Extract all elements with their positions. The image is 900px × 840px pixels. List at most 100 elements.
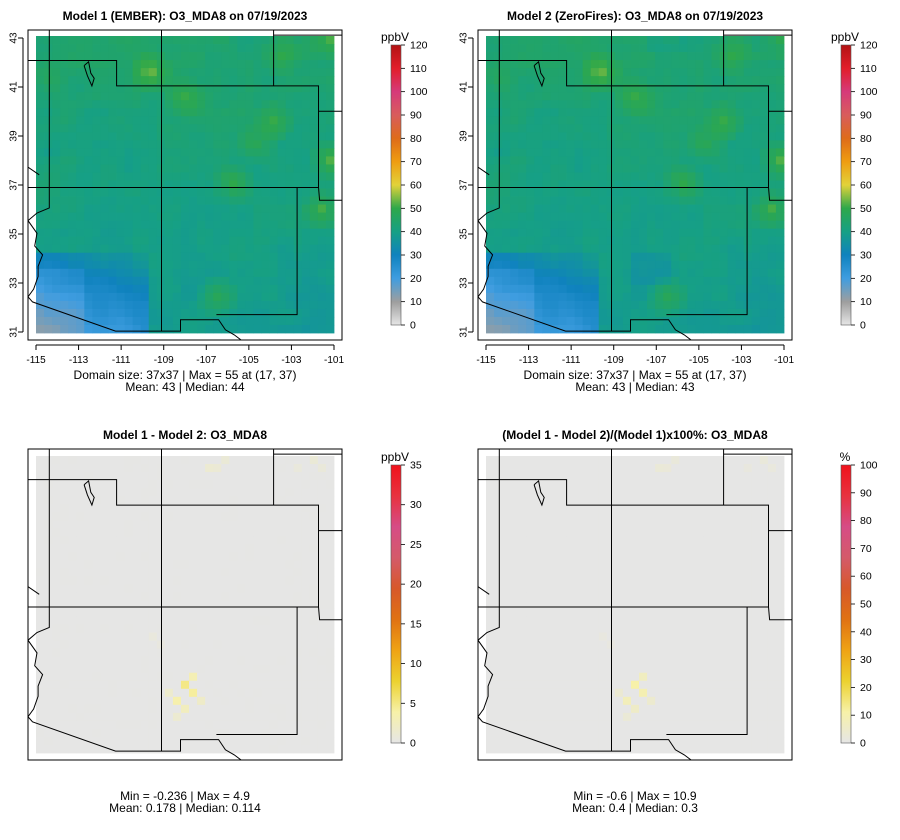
heatmap-cell xyxy=(566,496,575,505)
heatmap-cell xyxy=(301,268,311,278)
heatmap-cell xyxy=(116,236,125,246)
heatmap-cell xyxy=(269,124,279,133)
heatmap-cell xyxy=(566,196,575,205)
heatmap-cell xyxy=(486,472,495,481)
heatmap-cell xyxy=(614,512,624,521)
y-tick-label: 43 xyxy=(459,32,470,44)
heatmap-cell xyxy=(132,504,142,513)
heatmap-cell xyxy=(663,488,672,497)
heatmap-cell xyxy=(68,512,77,521)
heatmap-cell xyxy=(502,172,511,181)
heatmap-cell xyxy=(510,108,519,117)
heatmap-cell xyxy=(711,520,720,529)
heatmap-cell xyxy=(92,252,101,262)
heatmap-cell xyxy=(140,696,150,706)
heatmap-cell xyxy=(630,252,640,262)
heatmap-cell xyxy=(172,36,182,45)
heatmap-cell xyxy=(116,308,125,318)
heatmap-cell xyxy=(719,164,729,173)
heatmap-cell xyxy=(293,180,303,189)
heatmap-cell xyxy=(518,324,527,334)
heatmap-cell xyxy=(68,196,77,205)
heatmap-cell xyxy=(309,640,319,650)
heatmap-cell xyxy=(639,164,648,173)
boundary-lake xyxy=(83,479,95,507)
heatmap-cell xyxy=(140,68,150,77)
heatmap-cell xyxy=(582,204,592,213)
heatmap-cell xyxy=(148,268,158,278)
heatmap-cell xyxy=(751,172,761,181)
heatmap-cell xyxy=(558,44,567,53)
heatmap-cell xyxy=(100,616,109,625)
heatmap-cell xyxy=(277,720,287,730)
heatmap-cell xyxy=(518,132,527,141)
heatmap-cell xyxy=(566,576,575,585)
heatmap-cell xyxy=(695,496,704,505)
heatmap-cell xyxy=(743,76,753,85)
heatmap-cell xyxy=(84,744,93,754)
heatmap-cell xyxy=(164,672,174,682)
heatmap-cell xyxy=(622,260,632,270)
heatmap-cell xyxy=(277,560,287,569)
heatmap-cell xyxy=(68,480,77,489)
heatmap-cell xyxy=(213,520,222,529)
heatmap-cell xyxy=(253,124,262,133)
heatmap-cell xyxy=(486,196,495,205)
heatmap-cell xyxy=(52,696,61,706)
heatmap-cell xyxy=(253,488,262,497)
heatmap-cell xyxy=(68,268,77,278)
heatmap-cell xyxy=(221,300,230,310)
heatmap-cell xyxy=(775,84,785,93)
heatmap-cell xyxy=(630,308,640,318)
heatmap-cell xyxy=(245,68,254,77)
heatmap-cell xyxy=(285,456,295,465)
heatmap-cell xyxy=(197,536,206,545)
heatmap-cell xyxy=(68,92,77,101)
heatmap-cell xyxy=(743,300,753,310)
heatmap-cell xyxy=(622,316,632,326)
x-tick-label: -107 xyxy=(646,355,666,366)
heatmap-cell xyxy=(213,116,222,125)
heatmap-cell xyxy=(622,116,632,125)
heatmap-cell xyxy=(68,204,77,213)
heatmap-cell xyxy=(534,148,543,157)
heatmap-cell xyxy=(124,672,134,682)
heatmap-cell xyxy=(301,488,311,497)
heatmap-cell xyxy=(277,688,287,698)
heatmap-cell xyxy=(655,268,664,278)
heatmap-cell xyxy=(494,324,503,334)
heatmap-cell xyxy=(269,504,279,513)
x-axis: -115 -113 -111 -109 -107 -105 -103 -101 xyxy=(26,344,344,366)
heatmap-cell xyxy=(301,504,311,513)
heatmap-cell xyxy=(767,504,777,513)
heatmap-cell xyxy=(172,292,182,302)
heatmap-cell xyxy=(566,180,575,189)
heatmap-cell xyxy=(727,464,737,473)
heatmap-cells xyxy=(36,456,335,754)
heatmap-cell xyxy=(237,228,246,238)
heatmap-cell xyxy=(542,528,551,537)
heatmap-cell xyxy=(277,148,287,157)
heatmap-cell xyxy=(622,148,632,157)
heatmap-cell xyxy=(647,204,656,213)
heatmap-cell xyxy=(132,536,142,545)
heatmap-cell xyxy=(301,696,311,706)
heatmap-cell xyxy=(140,100,150,109)
heatmap-cell xyxy=(655,156,664,165)
heatmap-cell xyxy=(285,736,295,746)
heatmap-cell xyxy=(213,560,222,569)
heatmap-cell xyxy=(108,656,117,666)
heatmap-cell xyxy=(229,496,238,505)
heatmap-cell xyxy=(574,552,584,561)
heatmap-cell xyxy=(52,316,61,326)
x-axis: -115 -113 -111 -109 -107 -105 -103 -101 xyxy=(476,344,794,366)
heatmap-cell xyxy=(590,204,600,213)
heatmap-cell xyxy=(92,204,101,213)
heatmap-cell xyxy=(325,244,335,254)
heatmap-cell xyxy=(197,36,206,45)
heatmap-cell xyxy=(639,188,648,197)
heatmap-cell xyxy=(213,584,222,593)
heatmap-cell xyxy=(558,84,567,93)
heatmap-cell xyxy=(52,728,61,738)
heatmap-cell xyxy=(164,308,174,318)
